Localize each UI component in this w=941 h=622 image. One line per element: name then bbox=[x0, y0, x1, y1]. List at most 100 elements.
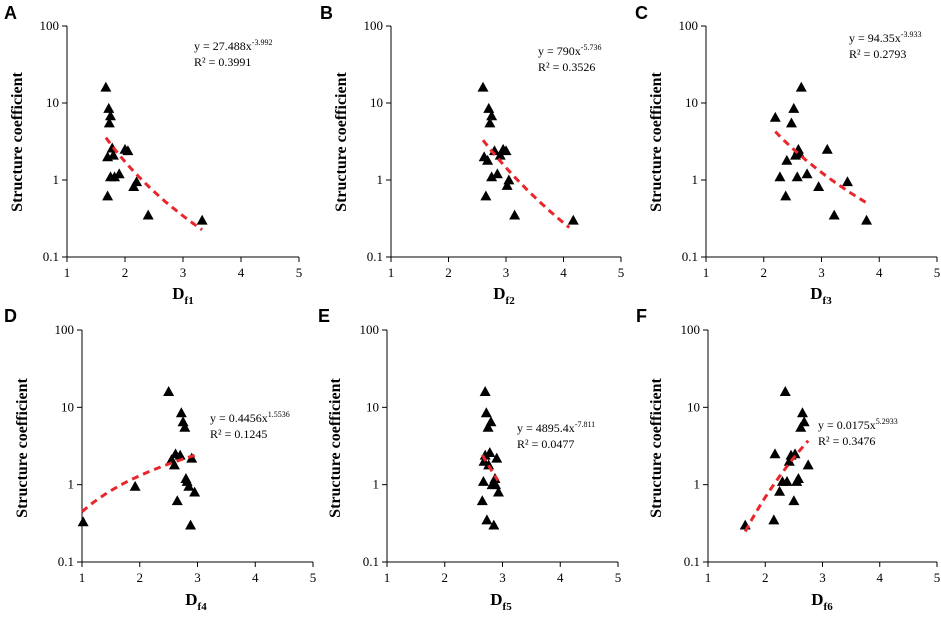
y-tick-label: 100 bbox=[364, 18, 384, 33]
data-point bbox=[488, 519, 500, 530]
y-tick-label: 1 bbox=[373, 477, 380, 492]
equation-exponent: -3.992 bbox=[252, 38, 273, 47]
data-point bbox=[485, 416, 497, 427]
panel-letter: B bbox=[320, 3, 333, 23]
y-tick-label: 0.1 bbox=[684, 554, 700, 569]
x-tick-label: 1 bbox=[64, 265, 71, 280]
data-point bbox=[179, 421, 191, 432]
equation-exponent: -3.933 bbox=[901, 30, 922, 39]
y-tick-label: 10 bbox=[370, 95, 383, 110]
data-point bbox=[841, 176, 853, 187]
data-point bbox=[769, 111, 781, 122]
trend-equation: y = 4895.4x-7.811 bbox=[517, 420, 595, 435]
x-axis-label-main: D bbox=[493, 284, 505, 303]
x-axis-label: Df5 bbox=[490, 590, 512, 613]
y-axis-label: Structure coefficient bbox=[648, 378, 665, 518]
data-point bbox=[481, 514, 493, 525]
data-point bbox=[781, 154, 793, 165]
y-tick-label: 10 bbox=[685, 95, 698, 110]
x-tick-label: 1 bbox=[384, 570, 391, 585]
data-point bbox=[492, 486, 504, 497]
data-point bbox=[769, 448, 781, 459]
x-tick-label: 3 bbox=[194, 570, 201, 585]
x-tick-label: 4 bbox=[252, 570, 259, 585]
x-tick-label: 1 bbox=[703, 265, 710, 280]
y-tick-label: 1 bbox=[694, 477, 701, 492]
data-point bbox=[567, 214, 579, 225]
data-point bbox=[796, 407, 808, 418]
data-point bbox=[477, 475, 489, 486]
data-point bbox=[783, 455, 795, 466]
data-point bbox=[792, 473, 804, 483]
data-point bbox=[500, 145, 512, 156]
data-point bbox=[503, 174, 515, 185]
data-point bbox=[109, 171, 121, 182]
x-axis-label-main: D bbox=[185, 590, 197, 609]
x-tick-label: 2 bbox=[762, 570, 769, 585]
y-tick-label: 1 bbox=[377, 172, 384, 187]
x-tick-label: 1 bbox=[388, 265, 395, 280]
data-point bbox=[780, 190, 792, 201]
data-point bbox=[490, 479, 502, 490]
x-tick-label: 3 bbox=[818, 265, 825, 280]
x-axis-label-subscript: f2 bbox=[506, 295, 516, 307]
x-tick-label: 1 bbox=[79, 570, 86, 585]
data-point bbox=[785, 117, 797, 128]
data-point bbox=[491, 452, 503, 463]
data-point bbox=[171, 495, 183, 506]
data-point bbox=[788, 495, 800, 506]
equation-base: y = 94.35x bbox=[849, 31, 901, 45]
y-tick-label: 10 bbox=[687, 399, 700, 414]
data-point bbox=[107, 149, 119, 160]
y-tick-label: 1 bbox=[53, 172, 60, 187]
panel-letter: E bbox=[318, 306, 330, 326]
data-point bbox=[189, 486, 201, 497]
equation-base: y = 0.0175x bbox=[818, 418, 876, 432]
data-point bbox=[802, 459, 814, 470]
y-tick-label: 100 bbox=[681, 322, 701, 337]
data-point bbox=[168, 459, 180, 470]
trend-line bbox=[480, 454, 500, 482]
data-point bbox=[131, 176, 143, 187]
equation-base: y = 0.4456x bbox=[210, 411, 268, 425]
trend-line bbox=[81, 453, 198, 513]
trend-equation: y = 790x-5.736 bbox=[538, 43, 601, 58]
x-axis-label-subscript: f3 bbox=[823, 295, 833, 307]
x-tick-label: 4 bbox=[876, 265, 883, 280]
data-point bbox=[113, 168, 125, 179]
x-axis-label-subscript: f5 bbox=[503, 601, 513, 613]
x-axis-label: Df3 bbox=[810, 284, 832, 307]
x-tick-label: 4 bbox=[560, 265, 567, 280]
x-tick-label: 4 bbox=[238, 265, 245, 280]
data-point bbox=[494, 149, 506, 160]
y-tick-label: 100 bbox=[679, 18, 699, 33]
data-point bbox=[105, 110, 116, 121]
panel-letter: A bbox=[4, 3, 17, 23]
data-point bbox=[183, 480, 195, 491]
trend-line bbox=[774, 130, 869, 205]
x-tick-label: 3 bbox=[503, 265, 510, 280]
x-tick-label: 2 bbox=[761, 265, 768, 280]
data-point bbox=[129, 480, 141, 491]
data-point bbox=[483, 102, 495, 113]
data-point bbox=[479, 386, 491, 396]
equation-base: y = 27.488x bbox=[194, 39, 252, 53]
y-tick-label: 10 bbox=[61, 399, 74, 414]
y-tick-label: 100 bbox=[360, 322, 380, 337]
x-axis-label: Df6 bbox=[811, 590, 833, 613]
y-axis-label: Structure coefficient bbox=[327, 378, 344, 518]
x-tick-label: 2 bbox=[442, 570, 449, 585]
data-point bbox=[484, 117, 496, 128]
panel-d: D 1 2 3 4 5 0.1 1 10 100 Structure coefficient Df4 y… bbox=[4, 306, 316, 613]
data-point bbox=[774, 171, 786, 182]
x-axis-label-subscript: f6 bbox=[824, 601, 834, 613]
x-tick-label: 5 bbox=[934, 570, 941, 585]
x-tick-label: 4 bbox=[877, 570, 884, 585]
trend-line bbox=[481, 139, 571, 229]
x-tick-label: 2 bbox=[122, 265, 129, 280]
trend-equation: y = 27.488x-3.992 bbox=[194, 38, 272, 53]
data-point bbox=[813, 181, 825, 192]
r-squared: R² = 0.2793 bbox=[849, 47, 906, 61]
data-point bbox=[486, 171, 498, 182]
panel-letter: C bbox=[635, 3, 648, 23]
